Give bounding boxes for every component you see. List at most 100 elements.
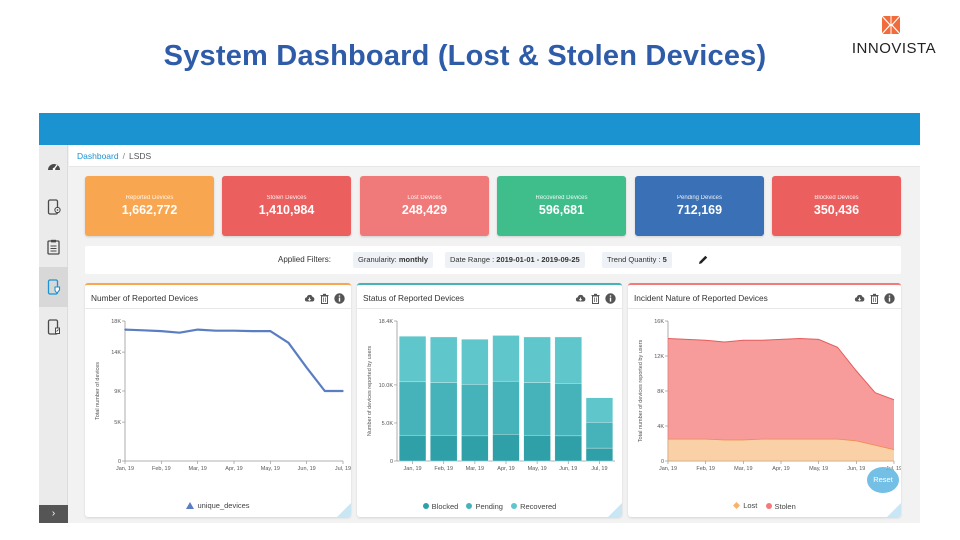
date-range-filter-chip[interactable]: Date Range : 2019-01-01 - 2019-09-25 bbox=[445, 252, 585, 268]
stat-value: 1,662,772 bbox=[121, 203, 178, 217]
granularity-value: monthly bbox=[398, 255, 429, 264]
device-report-icon bbox=[47, 319, 60, 335]
y-tick-label: 0 bbox=[390, 459, 393, 465]
trash-icon[interactable] bbox=[869, 291, 880, 304]
x-tick-label: Jun, 19 bbox=[559, 466, 577, 472]
sidebar-item-devices[interactable] bbox=[39, 187, 68, 227]
bar-blocked bbox=[461, 435, 489, 462]
data-point bbox=[215, 329, 217, 332]
resize-handle[interactable] bbox=[608, 503, 622, 517]
legend-item-unique-devices[interactable]: unique_devices bbox=[186, 501, 250, 510]
legend-item-blocked[interactable]: Blocked bbox=[422, 502, 458, 511]
stat-card-reported[interactable]: Reported Devices 1,662,772 bbox=[85, 176, 214, 236]
resize-handle[interactable] bbox=[887, 503, 901, 517]
stat-label: Reported Devices bbox=[125, 195, 174, 201]
dot-icon bbox=[511, 503, 518, 509]
reset-zoom-button[interactable]: Reset bbox=[867, 467, 899, 493]
y-tick-label: 5K bbox=[114, 420, 121, 426]
cloud-download-icon[interactable] bbox=[575, 291, 586, 302]
stat-card-pending[interactable]: Pending Devices 712,169 bbox=[635, 176, 764, 236]
bar-blocked bbox=[585, 447, 613, 462]
data-point bbox=[142, 329, 144, 332]
breadcrumb: Dashboard / LSDS bbox=[69, 145, 920, 167]
stat-card-stolen[interactable]: Stolen Devices 1,410,984 bbox=[222, 176, 351, 236]
bar-pending bbox=[461, 384, 489, 437]
y-axis-label: Total number of devices bbox=[95, 362, 101, 420]
trend-quantity-filter-chip[interactable]: Trend Quantity : 5 bbox=[602, 252, 672, 268]
sidebar-item-dashboard[interactable] bbox=[39, 147, 68, 187]
data-point bbox=[269, 330, 272, 332]
stat-card-recovered[interactable]: Recovered Devices 596,681 bbox=[497, 176, 626, 236]
chart-legend: Lost Stolen bbox=[628, 501, 901, 511]
bar-recovered bbox=[523, 336, 551, 383]
y-tick-label: 5.0K bbox=[382, 421, 394, 427]
x-tick-label: Feb, 19 bbox=[434, 466, 453, 472]
trash-icon[interactable] bbox=[319, 291, 330, 304]
x-tick-label: Jan, 19 bbox=[659, 466, 677, 472]
info-icon[interactable] bbox=[884, 291, 895, 304]
data-point bbox=[305, 366, 308, 369]
reported-devices-line-chart: 0 5K 9K 14K 18K Total number of devices Jan, 1… bbox=[95, 319, 351, 472]
top-navbar bbox=[39, 113, 920, 145]
legend-label: Stolen bbox=[774, 501, 796, 511]
stat-label: Pending Devices bbox=[676, 195, 723, 201]
applied-filters-title: Applied Filters: bbox=[278, 255, 331, 264]
y-tick-label: 14K bbox=[111, 350, 121, 356]
breadcrumb-home-link[interactable]: Dashboard bbox=[77, 151, 119, 161]
stat-card-blocked[interactable]: Blocked Devices 350,436 bbox=[772, 176, 901, 236]
data-point bbox=[233, 329, 235, 332]
bar-recovered bbox=[430, 336, 458, 383]
info-icon[interactable] bbox=[334, 291, 345, 304]
legend-item-stolen[interactable]: Stolen bbox=[765, 501, 796, 511]
cloud-download-icon[interactable] bbox=[854, 291, 865, 302]
series-line-lost bbox=[668, 438, 895, 451]
speedometer-icon bbox=[47, 164, 60, 171]
bar-recovered bbox=[554, 336, 582, 384]
sidebar-item-device-report[interactable] bbox=[39, 307, 68, 347]
logo-mark-icon bbox=[881, 15, 901, 35]
pencil-icon[interactable] bbox=[697, 254, 709, 266]
stat-value: 350,436 bbox=[813, 203, 860, 217]
legend-item-recovered[interactable]: Recovered bbox=[511, 502, 556, 511]
legend-item-pending[interactable]: Pending bbox=[466, 502, 503, 511]
bar-blocked bbox=[554, 435, 582, 462]
stat-value: 712,169 bbox=[676, 203, 723, 217]
bar-recovered bbox=[585, 397, 613, 423]
x-tick-label: Feb, 19 bbox=[152, 466, 171, 472]
incident-nature-area-chart: 0 4K 8K 12K 16K Total number of devices repor… bbox=[638, 319, 901, 472]
info-icon[interactable] bbox=[605, 291, 616, 304]
stat-card-lost[interactable]: Lost Devices 248,429 bbox=[360, 176, 489, 236]
stat-label: Blocked Devices bbox=[814, 195, 859, 201]
legend-item-lost[interactable]: Lost bbox=[733, 501, 757, 510]
dot-icon bbox=[422, 503, 429, 509]
data-point bbox=[324, 390, 326, 392]
sidebar-item-reports[interactable] bbox=[39, 227, 68, 267]
trash-icon[interactable] bbox=[590, 291, 601, 304]
panel-title: Incident Nature of Reported Devices bbox=[634, 293, 768, 303]
data-point bbox=[287, 341, 290, 344]
bar-recovered bbox=[492, 335, 520, 382]
resize-handle[interactable] bbox=[337, 503, 351, 517]
granularity-filter-chip[interactable]: Granularity: monthly bbox=[353, 252, 434, 268]
trend-quantity-value: 5 bbox=[662, 255, 667, 264]
x-tick-label: Jul, 19 bbox=[886, 466, 901, 472]
y-tick-label: 9K bbox=[114, 389, 121, 395]
bar-pending bbox=[492, 380, 520, 435]
stat-label: Lost Devices bbox=[407, 195, 442, 201]
bar-pending bbox=[585, 422, 613, 449]
y-axis-label: Number of devices reported by users bbox=[367, 346, 373, 436]
sidebar-item-lsds[interactable] bbox=[39, 267, 68, 307]
x-tick-label: Jan, 19 bbox=[404, 466, 422, 472]
cloud-download-icon[interactable] bbox=[304, 291, 315, 302]
y-tick-label: 18.4K bbox=[379, 319, 394, 325]
data-point bbox=[124, 328, 126, 331]
triangle-icon bbox=[186, 502, 195, 509]
stat-value: 248,429 bbox=[401, 203, 448, 217]
sidebar: › bbox=[39, 145, 68, 523]
legend-label: Lost bbox=[743, 501, 758, 510]
trend-quantity-label: Trend Quantity : bbox=[607, 255, 661, 264]
sidebar-toggle-button[interactable]: › bbox=[39, 505, 68, 523]
y-tick-label: 0 bbox=[661, 459, 664, 465]
granularity-label: Granularity: bbox=[358, 255, 397, 264]
bar-pending bbox=[399, 381, 427, 436]
